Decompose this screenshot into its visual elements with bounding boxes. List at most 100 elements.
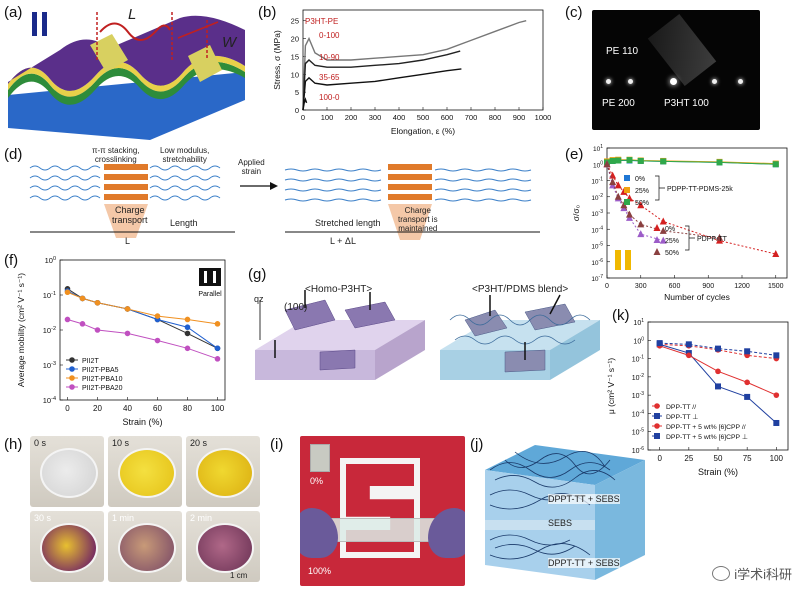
panel-a-label: (a): [4, 4, 23, 21]
spot-left-1: [628, 79, 633, 84]
y-tick-exp: -2: [51, 326, 56, 332]
label-pe200: PE 200: [602, 98, 635, 109]
parallel-icon-bar-right: [213, 271, 216, 283]
legend-label: 50%: [635, 200, 649, 207]
series-line-0: [302, 20, 527, 111]
x-tick-label: 40: [123, 404, 132, 413]
h-photo-4: 1 min: [108, 511, 182, 582]
panel-k-label: (k): [612, 307, 630, 324]
y-tick-label: 25: [291, 17, 299, 26]
legend-label: PII2T-PBA10: [82, 376, 123, 383]
strain-icon-bar-left: [615, 250, 621, 270]
y-tick-label: 10-2: [591, 193, 603, 202]
series-line-2: [302, 68, 462, 111]
panel-c-label: (c): [565, 4, 583, 21]
i-top-label: 0%: [310, 476, 324, 486]
h-photo-0: 0 s: [30, 436, 104, 507]
d-L-plus-dL: L + ΔL: [330, 236, 356, 246]
data-point: [79, 321, 86, 327]
y-tick-exp: -3: [599, 209, 604, 215]
g-qz-label: qz: [254, 294, 264, 304]
d-charge-transport: Charge transport: [112, 205, 148, 225]
series-label-3: 100-0: [319, 93, 340, 102]
label-p3ht100: P3HT 100: [664, 98, 709, 109]
y-tick-label: 0: [295, 106, 299, 115]
data-point: [124, 306, 131, 312]
data-point: [626, 157, 633, 164]
stretched-film: [328, 518, 440, 542]
legend-marker: [624, 175, 630, 181]
substrate: [8, 72, 245, 140]
x-tick-label: 200: [345, 113, 358, 122]
data-point: [609, 178, 617, 186]
series-2: [64, 289, 221, 327]
series-line-3: [302, 97, 308, 111]
x-tick-label: 700: [465, 113, 478, 122]
data-point: [64, 316, 71, 323]
legend-label: PII2T-PBA5: [82, 367, 119, 374]
pdms-chains: [449, 314, 591, 345]
x-tick-label: 75: [743, 454, 752, 463]
legend-label: PII2T: [82, 358, 99, 365]
data-point: [615, 157, 622, 164]
panel-e-label: (e): [565, 146, 584, 163]
data-point: [659, 217, 667, 225]
data-point: [773, 352, 780, 359]
j-bot-label: DPPT-TT + SEBS: [548, 558, 620, 568]
series-label-0: 0-100: [319, 31, 340, 40]
y-tick-label: 10-5: [591, 242, 603, 251]
homo-crystallites: [284, 299, 396, 371]
legend-marker: [653, 236, 661, 243]
parallel-label: Parallel: [198, 291, 222, 298]
h-time-label: 2 min: [190, 513, 213, 523]
y-tick-exp: -3: [51, 361, 56, 367]
legend-marker: [654, 423, 660, 429]
series-line: [67, 288, 218, 349]
x-axis-label: Strain (%): [122, 417, 162, 427]
parallel-icon-bg: [199, 268, 221, 286]
y-tick-label: 10-1: [43, 291, 56, 300]
data-point: [773, 392, 780, 398]
series-line: [67, 290, 218, 349]
data-point: [744, 379, 750, 386]
y-tick-label: 10-3: [43, 361, 56, 370]
y-tick-exp: -1: [51, 291, 56, 297]
panel-h-label: (h): [4, 436, 23, 453]
x-axis-label: Elongation, ε (%): [391, 126, 455, 136]
blend-arrows: [489, 294, 561, 360]
legend-group-label: PDPP-TT: [697, 236, 728, 243]
data-point: [772, 161, 779, 168]
y-tick-label: 100: [633, 336, 644, 345]
y-tick-exp: -2: [640, 373, 645, 379]
x-tick-label: 1200: [734, 283, 750, 290]
spot-center: [670, 78, 677, 85]
panel-j-label: (j): [470, 436, 484, 453]
panel-g-diagram: [255, 290, 600, 380]
series-label-2: 35-65: [319, 73, 340, 82]
y-tick-label: 10-7: [591, 274, 603, 283]
green-layer: [8, 61, 245, 105]
series-0: [64, 286, 221, 352]
legend-marker: [654, 403, 660, 409]
y-tick-label: 10-4: [591, 225, 603, 234]
y-tick-exp: -2: [599, 193, 604, 199]
g-hkl-label: (100): [284, 302, 308, 313]
series-line-1: [302, 50, 461, 111]
legend-marker: [69, 357, 75, 363]
data-point: [94, 327, 101, 333]
data-point: [715, 383, 721, 390]
h-photo-3: 30 s: [30, 511, 104, 582]
blend-film-side: [550, 320, 600, 380]
d-pi-stacking: π-π stacking, crosslinking: [92, 146, 140, 164]
d-length: Length: [170, 218, 198, 228]
data-point: [772, 249, 780, 257]
data-point: [685, 341, 692, 348]
xray-pattern-image: PE 110 PE 200 P3HT 100: [592, 10, 760, 130]
wave-length-arrow: [99, 22, 171, 41]
charge-arrow-right: [388, 204, 432, 240]
y-tick-label: 10-6: [591, 258, 603, 267]
series-3: [64, 316, 221, 362]
x-tick-label: 0: [605, 283, 609, 290]
g-blend-label: <P3HT/PDMS blend>: [472, 284, 569, 295]
panel-a-W: W: [222, 34, 237, 51]
